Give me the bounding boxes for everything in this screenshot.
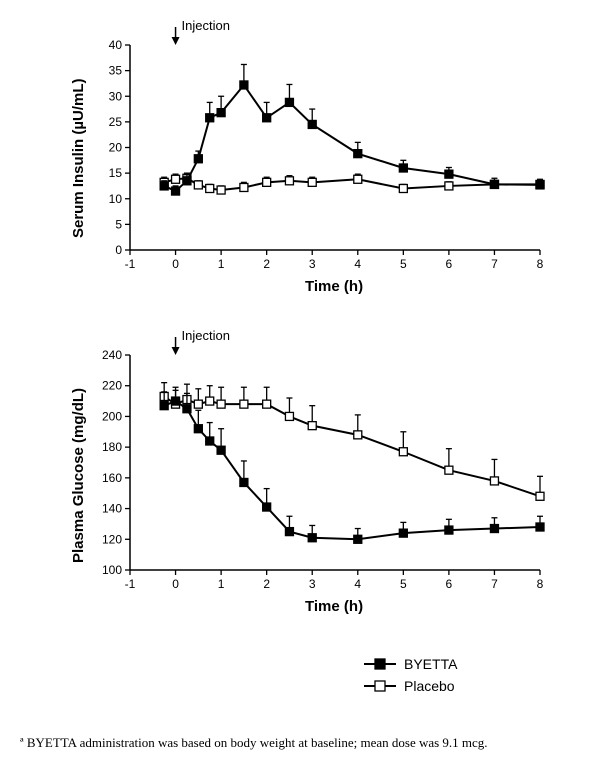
svg-text:120: 120 [102,532,122,546]
svg-text:2: 2 [263,257,270,271]
chart1-svg: 0510152025303540-1012345678 [70,20,550,290]
chart-serum-insulin: Injection Serum Insulin (µU/mL) 05101520… [70,20,550,290]
svg-text:4: 4 [354,577,361,591]
svg-text:BYETTA: BYETTA [404,656,458,672]
svg-text:7: 7 [491,577,498,591]
svg-text:0: 0 [172,257,179,271]
svg-text:Placebo: Placebo [404,678,455,694]
svg-text:5: 5 [400,577,407,591]
svg-text:7: 7 [491,257,498,271]
svg-text:30: 30 [109,89,123,103]
svg-text:140: 140 [102,502,122,516]
svg-text:2: 2 [263,577,270,591]
svg-text:4: 4 [354,257,361,271]
svg-text:3: 3 [309,577,316,591]
svg-text:25: 25 [109,115,123,129]
svg-text:1: 1 [218,257,225,271]
xlabel-1: Time (h) [305,278,363,295]
legend: BYETTA Placebo [360,650,560,700]
chart2-svg: 100 120 140 160 180 200 220 240 -1 0 1 2 3 4 5 6 7 8 [70,330,550,610]
svg-text:180: 180 [102,440,122,454]
svg-text:40: 40 [109,38,123,52]
svg-text:100: 100 [102,563,122,577]
svg-text:240: 240 [102,348,122,362]
svg-text:15: 15 [109,166,123,180]
svg-text:8: 8 [537,257,544,271]
svg-text:6: 6 [446,257,453,271]
svg-text:-1: -1 [125,257,136,271]
injection-label-1: Injection [182,18,230,33]
svg-text:6: 6 [446,577,453,591]
svg-text:20: 20 [109,141,123,155]
svg-text:5: 5 [115,217,122,231]
svg-text:0: 0 [172,577,179,591]
ylabel-plasma-glucose: Plasma Glucose (mg/dL) [70,387,87,562]
svg-text:5: 5 [400,257,407,271]
svg-text:220: 220 [102,379,122,393]
footnote-text: ª BYETTA administration was based on bod… [20,735,488,750]
svg-text:160: 160 [102,471,122,485]
svg-text:8: 8 [537,577,544,591]
figure-page: Injection Serum Insulin (µU/mL) 05101520… [0,0,600,771]
svg-text:0: 0 [115,243,122,257]
ylabel-serum-insulin: Serum Insulin (µU/mL) [70,78,87,238]
chart-plasma-glucose: Injection Plasma Glucose (mg/dL) 1001201… [70,330,550,610]
svg-text:35: 35 [109,64,123,78]
svg-text:1: 1 [218,577,225,591]
svg-text:10: 10 [109,192,123,206]
injection-label-2: Injection [182,328,230,343]
svg-text:-1: -1 [125,577,136,591]
svg-text:200: 200 [102,409,122,423]
footnote: ª BYETTA administration was based on bod… [20,735,488,751]
svg-text:3: 3 [309,257,316,271]
xlabel-2: Time (h) [305,598,363,615]
